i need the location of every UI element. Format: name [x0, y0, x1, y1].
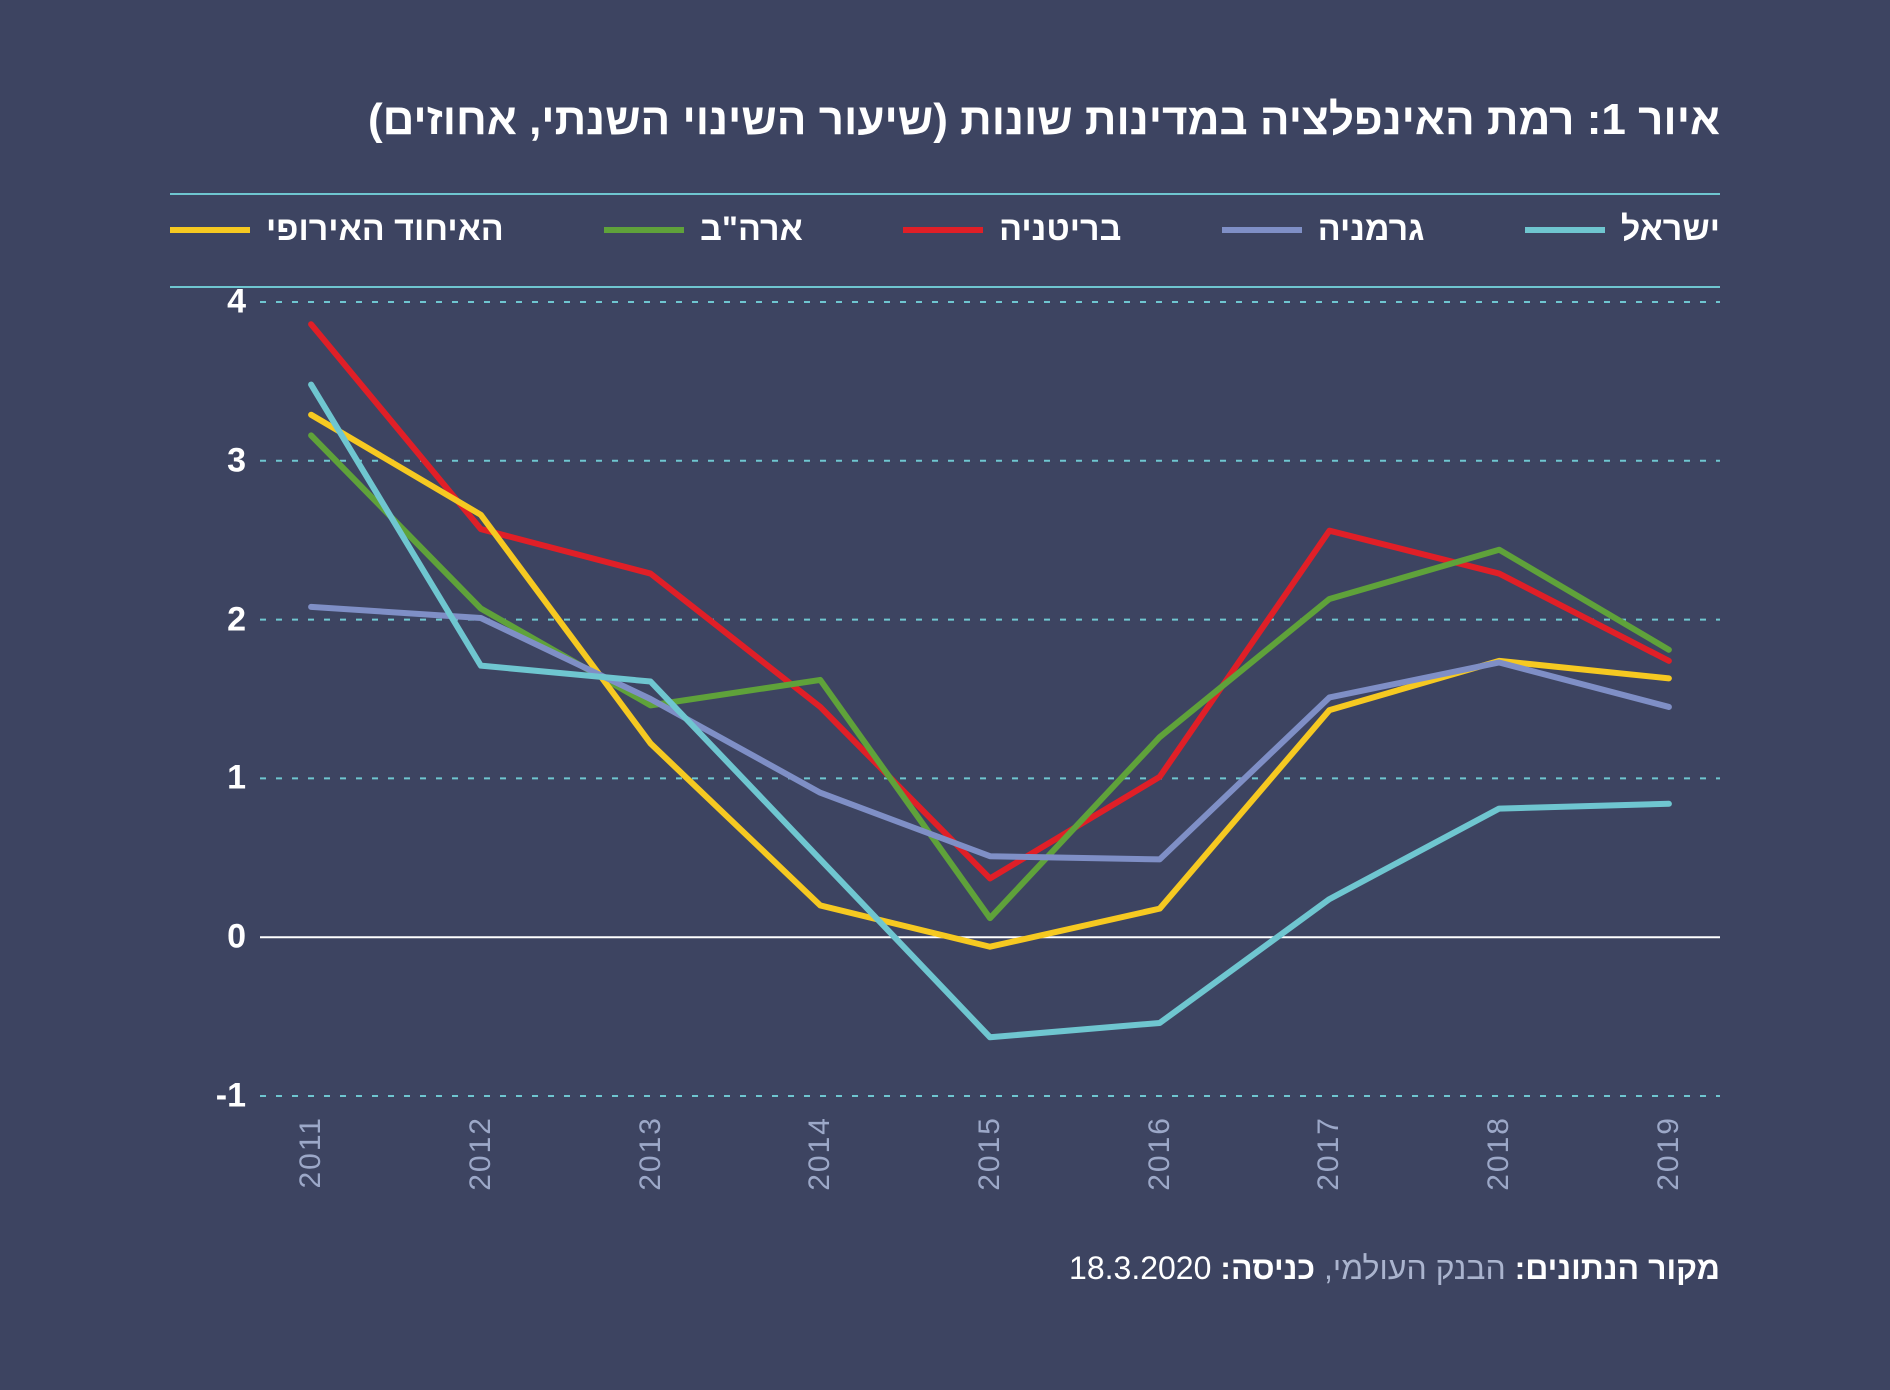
- source-label-2: כניסה:: [1220, 1250, 1315, 1286]
- legend-item: ארה"ב: [604, 210, 803, 249]
- x-tick-label: 2015: [973, 1096, 1007, 1191]
- series-line-germany: [311, 607, 1669, 859]
- y-tick-label: -1: [176, 1077, 260, 1116]
- x-tick-label: 2019: [1652, 1096, 1686, 1191]
- x-tick-label: 2011: [294, 1096, 328, 1189]
- source-label-1: מקור הנתונים:: [1515, 1250, 1720, 1286]
- plot-svg: [260, 302, 1720, 1096]
- x-tick-label: 2012: [464, 1096, 498, 1191]
- series-line-uk: [311, 324, 1669, 878]
- legend-label: בריטניה: [999, 210, 1121, 249]
- legend-label: האיחוד האירופי: [266, 210, 504, 249]
- y-tick-label: 2: [176, 600, 260, 639]
- y-tick-label: 1: [176, 759, 260, 798]
- chart-container: איור 1: רמת האינפלציה במדינות שונות (שיע…: [0, 0, 1890, 1390]
- legend-item: בריטניה: [903, 210, 1121, 249]
- legend-item: ישראל: [1525, 210, 1720, 249]
- legend-swatch: [1222, 227, 1302, 233]
- source-note: מקור הנתונים: הבנק העולמי, כניסה: 18.3.2…: [1069, 1250, 1720, 1287]
- legend: האיחוד האירופי ארה"ב בריטניה גרמניה ישראל: [170, 210, 1720, 249]
- legend-swatch: [170, 227, 250, 233]
- x-tick-label: 2016: [1143, 1096, 1177, 1191]
- legend-item: גרמניה: [1222, 210, 1425, 249]
- series-line-us: [311, 435, 1669, 918]
- y-tick-label: 4: [176, 283, 260, 322]
- legend-swatch: [903, 227, 983, 233]
- legend-label: ישראל: [1621, 210, 1720, 249]
- divider-top: [170, 193, 1720, 195]
- source-value-1: הבנק העולמי,: [1324, 1250, 1506, 1286]
- x-tick-label: 2018: [1482, 1096, 1516, 1191]
- y-tick-label: 3: [176, 441, 260, 480]
- source-value-2: 18.3.2020: [1069, 1250, 1211, 1286]
- plot-area: -101234201120122013201420152016201720182…: [260, 302, 1720, 1096]
- x-tick-label: 2014: [803, 1096, 837, 1191]
- legend-label: גרמניה: [1318, 210, 1425, 249]
- series-line-eu: [311, 415, 1669, 947]
- divider-bottom: [170, 286, 1720, 288]
- x-tick-label: 2017: [1312, 1096, 1346, 1191]
- legend-swatch: [1525, 227, 1605, 233]
- legend-label: ארה"ב: [700, 210, 803, 249]
- x-tick-label: 2013: [634, 1096, 668, 1191]
- legend-item: האיחוד האירופי: [170, 210, 504, 249]
- series-line-israel: [311, 385, 1669, 1038]
- legend-swatch: [604, 227, 684, 233]
- y-tick-label: 0: [176, 918, 260, 957]
- chart-title: איור 1: רמת האינפלציה במדינות שונות (שיע…: [170, 95, 1720, 145]
